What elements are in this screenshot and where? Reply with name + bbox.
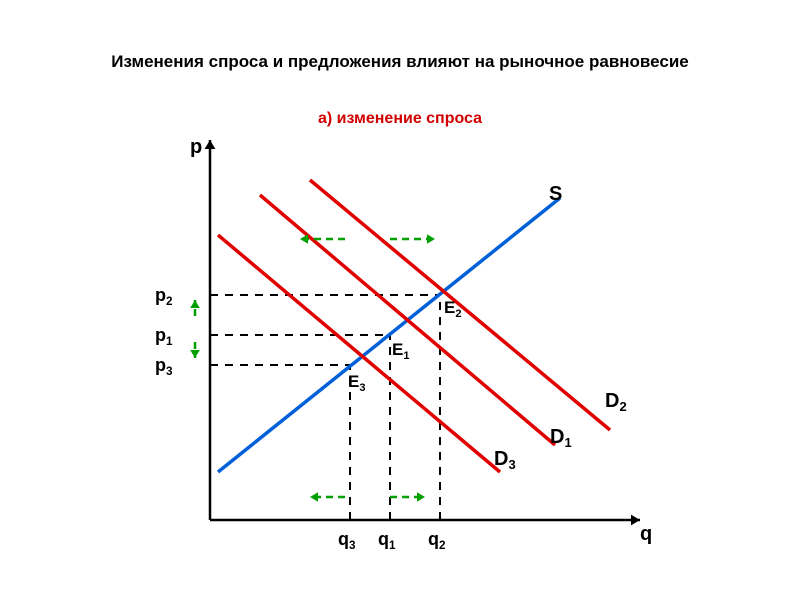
arrowhead-icon [427, 234, 435, 244]
demand-label-D2: D2 [605, 390, 627, 414]
q-tick-q1: q1 [378, 529, 396, 552]
supply-line [218, 198, 560, 472]
demand-label-D3: D3 [494, 448, 516, 472]
equilibrium-label-E2: E2 [444, 298, 462, 320]
arrowhead-icon [310, 492, 318, 502]
demand-line-D2 [310, 180, 610, 430]
q-tick-q3: q3 [338, 529, 356, 552]
p-axis-label: p [190, 136, 202, 158]
arrowhead-icon [205, 140, 216, 149]
arrowhead-icon [417, 492, 425, 502]
p-tick-p1: p1 [155, 325, 173, 348]
demand-line-D1 [260, 195, 555, 445]
p-tick-p2: p2 [155, 285, 173, 308]
supply-label: S [549, 183, 562, 205]
q-tick-q2: q2 [428, 529, 446, 552]
arrowhead-icon [631, 515, 640, 526]
demand-label-D1: D1 [550, 426, 572, 450]
arrowhead-icon [190, 350, 200, 358]
p-tick-p3: p3 [155, 355, 173, 378]
equilibrium-label-E3: E3 [348, 372, 366, 394]
equilibrium-label-E1: E1 [392, 340, 410, 362]
q-axis-label: q [640, 523, 652, 545]
arrowhead-icon [190, 300, 200, 308]
arrowhead-icon [300, 234, 308, 244]
supply-demand-chart: p q S D3 D1 D2 E3 E1 E2 p2 p1 p3 q3 q1 q2 [0, 0, 800, 600]
